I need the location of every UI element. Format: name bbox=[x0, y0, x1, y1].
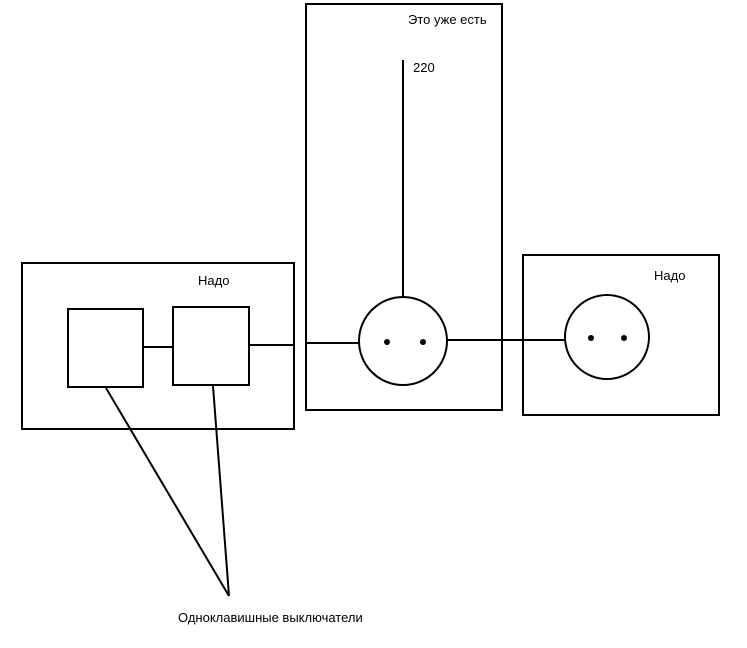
socket-2-dot-right bbox=[621, 335, 627, 341]
switch-2 bbox=[173, 307, 249, 385]
socket-1-dot-right bbox=[420, 339, 426, 345]
label-bottom-caption: Одноклавишные выключатели bbox=[178, 610, 363, 625]
label-need-left: Надо bbox=[198, 273, 229, 288]
socket-2-dot-left bbox=[588, 335, 594, 341]
line-callout-sw1 bbox=[106, 388, 229, 596]
switch-1 bbox=[68, 309, 143, 387]
box-right bbox=[523, 255, 719, 415]
label-voltage: 220 bbox=[413, 60, 435, 75]
socket-1-dot-left bbox=[384, 339, 390, 345]
line-callout-sw2 bbox=[213, 386, 229, 596]
label-need-right: Надо bbox=[654, 268, 685, 283]
socket-2 bbox=[565, 295, 649, 379]
socket-1 bbox=[359, 297, 447, 385]
label-top-existing: Это уже есть bbox=[408, 12, 487, 27]
diagram-svg bbox=[0, 0, 747, 648]
